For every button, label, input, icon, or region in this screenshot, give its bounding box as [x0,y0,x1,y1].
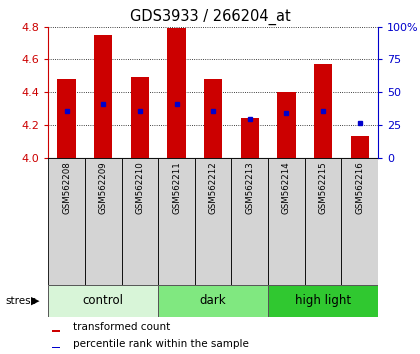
Bar [241,118,259,158]
Text: GSM562216: GSM562216 [355,161,364,214]
Text: GSM562215: GSM562215 [318,161,328,214]
Bar [351,136,369,158]
Bar [277,92,296,158]
Bar [314,64,332,158]
Bar [158,158,195,285]
Bar [131,77,149,158]
Bar [341,158,378,285]
Text: GSM562211: GSM562211 [172,161,181,214]
Bar [94,35,113,158]
Bar [85,158,121,285]
Text: stress: stress [5,296,37,306]
Text: GSM562210: GSM562210 [135,161,144,214]
Bar [52,330,60,332]
Text: dark: dark [200,295,226,307]
Bar [58,79,76,158]
Text: high light: high light [295,295,351,307]
Bar [48,285,158,317]
Bar [268,158,305,285]
Bar [48,158,85,285]
Bar [167,28,186,158]
Text: GSM562214: GSM562214 [282,161,291,214]
Text: GSM562208: GSM562208 [62,161,71,214]
Text: GSM562212: GSM562212 [209,161,218,214]
Bar [231,158,268,285]
Text: GDS3933 / 266204_at: GDS3933 / 266204_at [130,9,290,25]
Bar [121,158,158,285]
Bar [158,285,268,317]
Bar [268,285,378,317]
Text: GSM562213: GSM562213 [245,161,254,214]
Text: percentile rank within the sample: percentile rank within the sample [73,339,249,349]
Text: control: control [83,295,124,307]
Bar [305,158,341,285]
Bar [204,79,222,158]
Text: transformed count: transformed count [73,322,170,332]
Bar [52,347,60,348]
Bar [195,158,231,285]
Text: ▶: ▶ [31,296,39,306]
Text: GSM562209: GSM562209 [99,161,108,214]
